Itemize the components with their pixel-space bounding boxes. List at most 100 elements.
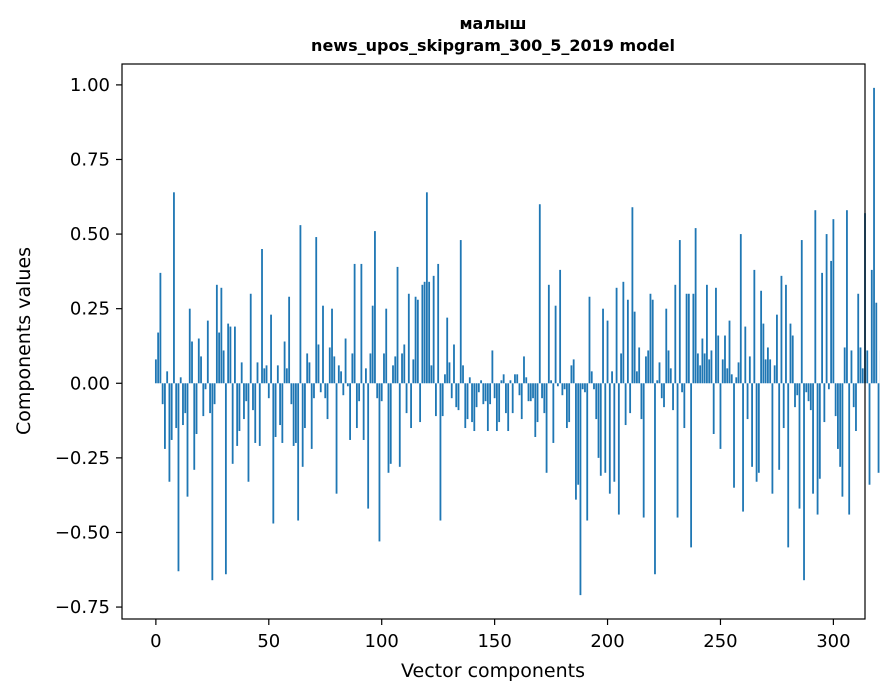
bar-163 xyxy=(523,356,525,384)
bar-146 xyxy=(484,383,487,402)
bar-200 xyxy=(606,320,609,384)
bar-97 xyxy=(374,231,376,384)
bar-262 xyxy=(746,383,749,420)
bar-249 xyxy=(717,335,720,384)
bar-218 xyxy=(647,350,650,384)
bar-195 xyxy=(595,383,598,420)
bar-311 xyxy=(857,293,860,384)
bar-155 xyxy=(505,383,507,414)
bar-176 xyxy=(552,383,555,443)
bar-28 xyxy=(218,332,221,384)
bar-9 xyxy=(175,383,178,429)
bar-17 xyxy=(193,383,196,470)
bar-67 xyxy=(306,353,309,384)
bar-282 xyxy=(791,335,794,384)
bar-80 xyxy=(335,383,338,494)
bar-142 xyxy=(475,383,478,408)
bar-291 xyxy=(812,383,814,494)
bar-260 xyxy=(742,383,744,512)
bar-225 xyxy=(663,383,665,408)
bar-18 xyxy=(195,383,198,434)
bar-233 xyxy=(681,383,683,393)
bar-55 xyxy=(279,383,281,426)
bar-134 xyxy=(457,383,460,411)
bar-199 xyxy=(604,383,607,473)
bar-318 xyxy=(873,87,875,384)
y-tick-label: −0.75 xyxy=(55,597,110,618)
bar-30 xyxy=(222,350,225,384)
bar-270 xyxy=(764,359,767,384)
bar-21 xyxy=(202,383,205,417)
bar-70 xyxy=(313,383,315,399)
bar-256 xyxy=(733,383,735,488)
bar-8 xyxy=(173,192,175,384)
bar-73 xyxy=(319,383,322,393)
bar-99 xyxy=(378,383,381,542)
bar-207 xyxy=(622,281,625,384)
bar-59 xyxy=(288,296,291,384)
bar-154 xyxy=(502,374,505,384)
bar-46 xyxy=(258,383,261,446)
bar-135 xyxy=(459,240,462,384)
bar-280 xyxy=(787,383,790,548)
bar-273 xyxy=(771,383,774,494)
bar-11 xyxy=(179,377,182,384)
bar-267 xyxy=(757,383,760,473)
bar-191 xyxy=(586,383,589,521)
bar-83 xyxy=(342,383,345,396)
bar-254 xyxy=(728,320,731,384)
bar-188 xyxy=(579,383,582,596)
bar-289 xyxy=(807,383,810,402)
bar-288 xyxy=(805,383,808,393)
bar-133 xyxy=(455,383,458,408)
bar-96 xyxy=(371,305,374,384)
bar-172 xyxy=(543,383,546,414)
bar-243 xyxy=(703,353,706,384)
bar-310 xyxy=(855,383,857,432)
bar-49 xyxy=(265,365,268,384)
bar-302 xyxy=(837,383,839,449)
bar-12 xyxy=(182,383,184,426)
bar-145 xyxy=(482,383,485,405)
bar-190 xyxy=(584,383,586,393)
bar-107 xyxy=(396,266,399,384)
bar-290 xyxy=(809,383,812,411)
bar-65 xyxy=(301,383,304,467)
bar-152 xyxy=(498,383,501,423)
bar-196 xyxy=(597,383,600,458)
bar-189 xyxy=(581,383,584,390)
bar-100 xyxy=(380,383,383,402)
bar-139 xyxy=(468,377,471,384)
y-tick-label: −0.25 xyxy=(55,448,110,469)
bar-292 xyxy=(814,210,817,384)
bar-211 xyxy=(631,207,634,384)
bar-43 xyxy=(252,383,254,411)
bar-77 xyxy=(328,347,331,384)
bar-224 xyxy=(660,383,663,399)
bar-255 xyxy=(730,374,733,384)
bar-84 xyxy=(344,338,347,384)
bar-175 xyxy=(550,380,552,384)
bar-127 xyxy=(441,383,444,417)
bar-144 xyxy=(480,380,482,384)
bar-246 xyxy=(710,350,713,384)
bar-27 xyxy=(215,284,218,384)
bar-14 xyxy=(186,383,189,497)
bar-71 xyxy=(315,237,318,384)
bar-203 xyxy=(613,383,616,482)
bar-42 xyxy=(249,293,252,384)
bar-98 xyxy=(376,383,379,399)
bar-230 xyxy=(674,284,677,384)
bar-228 xyxy=(669,368,672,384)
bar-272 xyxy=(769,359,772,384)
bar-306 xyxy=(846,210,848,384)
bar-183 xyxy=(568,383,571,423)
bar-204 xyxy=(615,287,618,384)
bar-242 xyxy=(701,338,704,384)
bar-313 xyxy=(861,368,864,384)
bar-271 xyxy=(766,347,769,384)
bar-308 xyxy=(850,350,853,384)
bar-234 xyxy=(683,383,686,429)
y-tick-label: 0.75 xyxy=(70,149,110,170)
bar-258 xyxy=(737,362,740,384)
